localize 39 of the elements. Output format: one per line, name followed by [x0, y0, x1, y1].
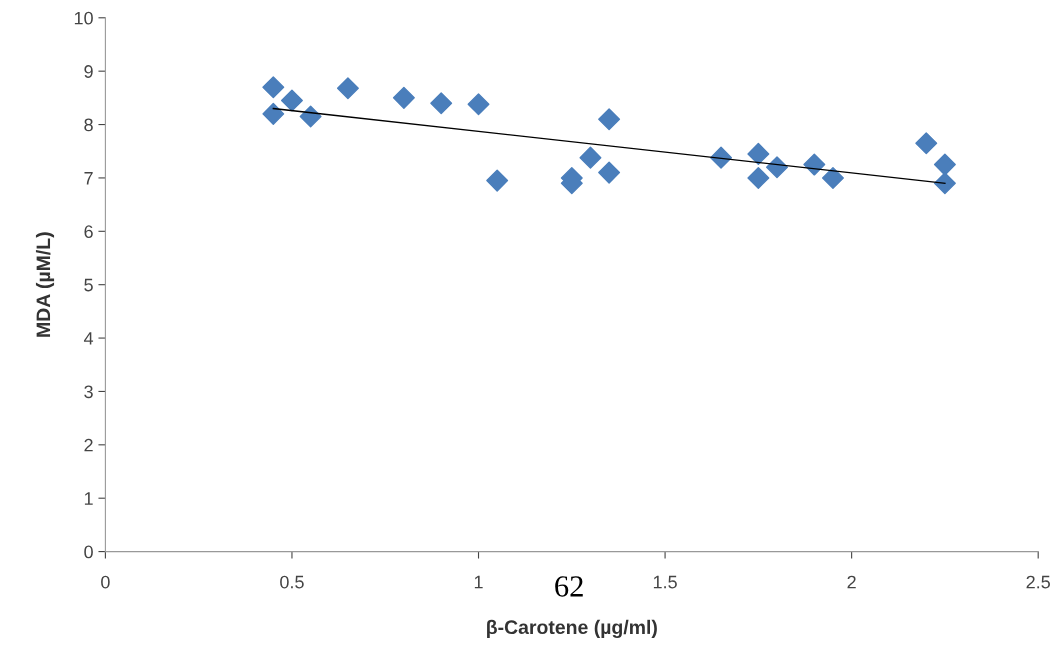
y-tick-label: 1 — [84, 492, 93, 505]
x-tick-label: 2 — [847, 575, 856, 589]
y-axis-title: MDA (µM/L) — [35, 232, 55, 337]
point — [280, 89, 303, 112]
y-tick-label: 0 — [84, 545, 93, 559]
point — [933, 172, 956, 195]
text: 62 — [555, 576, 583, 597]
point — [803, 153, 826, 176]
point — [747, 166, 770, 189]
point — [747, 142, 770, 165]
y-tick-label: 6 — [84, 225, 93, 239]
point — [262, 76, 285, 99]
y-tick-label: 3 — [84, 385, 93, 399]
point — [598, 108, 621, 131]
y-tick-label: 4 — [83, 332, 94, 345]
x-tick-label: 0 — [101, 575, 110, 589]
point — [915, 132, 938, 155]
point — [821, 166, 844, 189]
x-tick-label: 1 — [474, 575, 483, 589]
point — [299, 105, 322, 128]
point — [579, 146, 602, 169]
point — [430, 92, 453, 115]
y-tick-label: 5 — [84, 278, 93, 292]
point — [336, 77, 359, 100]
point — [933, 153, 956, 176]
x-tick-label: 2.5 — [1026, 575, 1050, 589]
x-tick-label: 1.5 — [653, 575, 677, 589]
point — [486, 169, 509, 192]
point — [262, 102, 285, 125]
y-tick-label: 10 — [74, 11, 93, 25]
y-tick-label: 2 — [84, 438, 93, 452]
point — [467, 93, 490, 116]
point — [392, 86, 415, 109]
point — [598, 161, 621, 184]
y-tick-label: 9 — [84, 65, 93, 78]
x-axis-title: β-Carotene (µg/ml) — [487, 619, 657, 639]
y-tick-label: 8 — [84, 118, 93, 132]
y-tick-label: 7 — [84, 172, 93, 185]
x-tick-label: 0.5 — [280, 575, 304, 589]
